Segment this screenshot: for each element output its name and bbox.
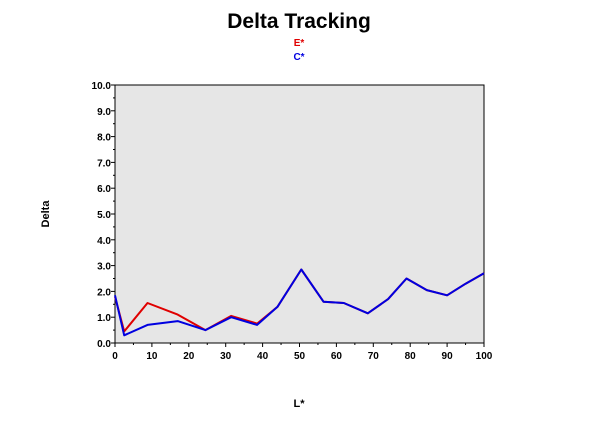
x-tick-label: 30 [220, 351, 232, 362]
x-tick-label: 100 [476, 351, 493, 362]
series-line-c [114, 268, 485, 337]
chart-title: Delta Tracking [227, 10, 371, 33]
y-tick-label: 7.0 [97, 158, 111, 169]
x-tick-label: 80 [405, 351, 417, 362]
x-axis: 0 10 20 30 40 50 60 70 80 90 100 [112, 343, 493, 362]
y-tick-label: 6.0 [97, 184, 111, 195]
y-tick-label: 2.0 [97, 287, 111, 298]
y-axis: 0.0 1.0 2.0 3.0 4.0 5.0 6.0 7.0 8.0 9.0 10.0 [92, 81, 115, 350]
x-tick-label: 20 [183, 351, 195, 362]
y-tick-label: 8.0 [97, 133, 111, 144]
x-tick-label: 90 [442, 351, 454, 362]
x-tick-label: 50 [294, 351, 306, 362]
x-tick-label: 60 [331, 351, 343, 362]
y-tick-label: 3.0 [97, 262, 111, 273]
legend-entry-c: C* [293, 52, 304, 63]
y-tick-label: 1.0 [97, 313, 111, 324]
series-lines [114, 268, 485, 337]
x-tick-label: 40 [257, 351, 269, 362]
y-axis-label: Delta [40, 200, 52, 228]
x-tick-label: 0 [112, 351, 118, 362]
x-tick-label: 10 [146, 351, 158, 362]
x-tick-label: 70 [368, 351, 380, 362]
y-tick-label: 9.0 [97, 107, 111, 118]
legend-entry-e: E* [294, 38, 305, 49]
y-tick-label: 5.0 [97, 210, 111, 221]
y-tick-label: 10.0 [92, 81, 112, 92]
y-tick-label: 0.0 [97, 339, 111, 350]
x-axis-label: L* [294, 398, 306, 410]
plot-area [114, 84, 485, 344]
y-tick-label: 4.0 [97, 236, 111, 247]
